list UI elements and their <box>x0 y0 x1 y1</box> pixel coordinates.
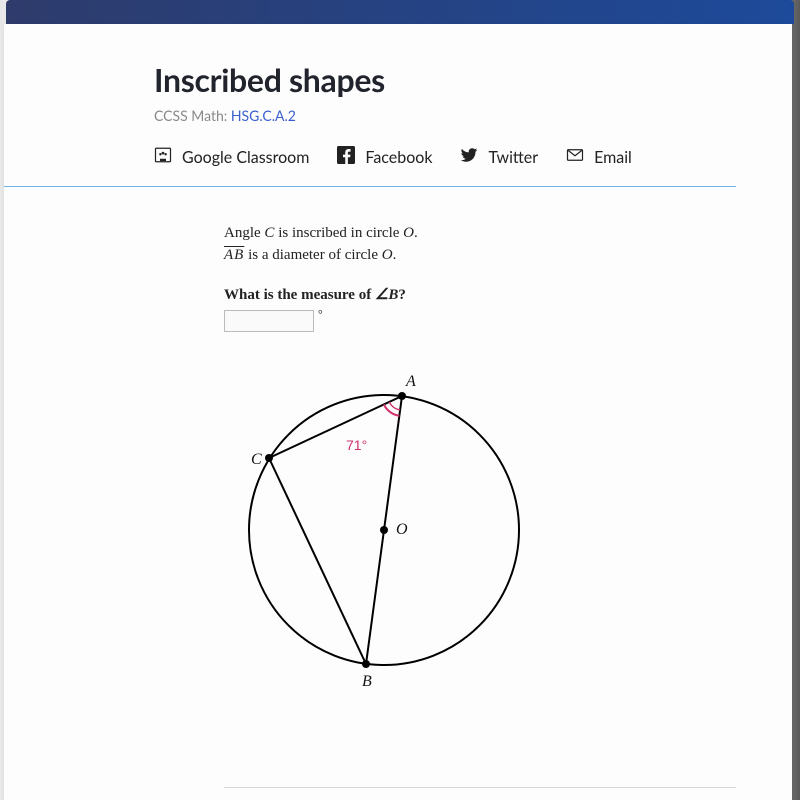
text: Angle <box>224 225 264 241</box>
problem-line-2: AB is a diameter of circle O. <box>224 245 792 267</box>
page: Inscribed shapes CCSS Math: HSG.C.A.2 Go… <box>4 24 792 800</box>
share-facebook[interactable]: Facebook <box>337 146 432 168</box>
svg-text:O: O <box>396 521 408 538</box>
svg-text:C: C <box>251 451 262 468</box>
segment-ab: AB <box>224 247 244 263</box>
text: ? <box>398 287 406 303</box>
svg-text:71°: 71° <box>346 437 367 453</box>
share-row: Google Classroom Facebook Twitter Email <box>154 146 792 168</box>
share-label: Email <box>594 148 632 167</box>
text: . <box>414 225 418 241</box>
text: . <box>393 247 397 263</box>
share-email[interactable]: Email <box>566 146 632 168</box>
angle-b: ∠B <box>375 287 398 303</box>
answer-input[interactable] <box>224 310 314 332</box>
facebook-icon <box>337 146 355 168</box>
ccss-link[interactable]: HSG.C.A.2 <box>231 107 296 124</box>
geometry-figure: A C O B 71° <box>214 350 792 714</box>
svg-text:A: A <box>405 373 416 390</box>
browser-chrome <box>6 0 794 24</box>
problem-line-1: Angle C is inscribed in circle O. <box>224 223 792 245</box>
share-label: Google Classroom <box>182 148 309 167</box>
var-o: O <box>382 247 393 263</box>
share-google-classroom[interactable]: Google Classroom <box>154 146 309 168</box>
content: Angle C is inscribed in circle O. AB is … <box>4 187 792 714</box>
var-o: O <box>403 225 414 241</box>
ccss-line: CCSS Math: HSG.C.A.2 <box>154 107 792 124</box>
svg-text:B: B <box>362 673 372 690</box>
email-icon <box>566 146 584 168</box>
text: is inscribed in circle <box>274 225 403 241</box>
ccss-prefix: CCSS Math: <box>154 107 231 124</box>
share-label: Twitter <box>488 148 538 167</box>
page-title: Inscribed shapes <box>154 60 792 99</box>
problem-statement: Angle C is inscribed in circle O. AB is … <box>224 223 792 332</box>
answer-row: ° <box>224 310 792 332</box>
var-c: C <box>264 225 274 241</box>
header: Inscribed shapes CCSS Math: HSG.C.A.2 Go… <box>4 24 792 168</box>
problem-question: What is the measure of ∠B? <box>224 285 792 307</box>
twitter-icon <box>460 146 478 168</box>
share-twitter[interactable]: Twitter <box>460 146 538 168</box>
text: What is the measure of <box>224 287 375 303</box>
text: is a diameter of circle <box>244 247 381 263</box>
degree-symbol: ° <box>318 308 323 321</box>
classroom-icon <box>154 146 172 168</box>
share-label: Facebook <box>365 148 432 167</box>
bottom-rule <box>224 787 736 788</box>
